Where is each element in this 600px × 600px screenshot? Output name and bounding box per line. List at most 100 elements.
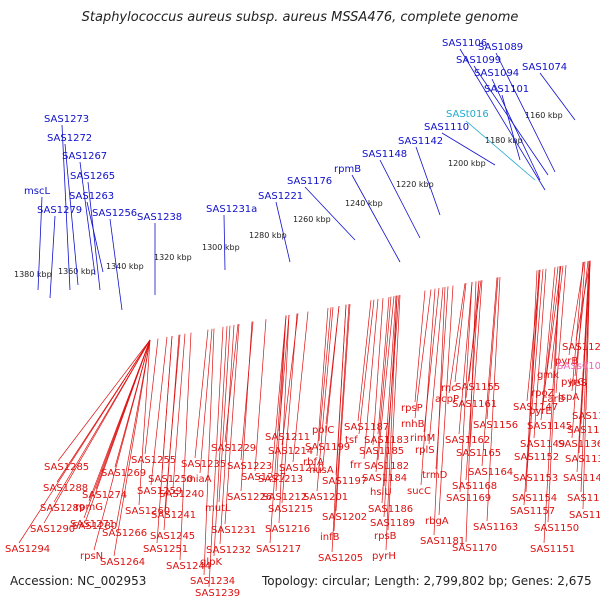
reverse-leader-line — [571, 262, 584, 392]
reverse-gene-label: SAS1215 — [268, 504, 313, 515]
reverse-leader-line — [571, 261, 586, 439]
forward-gene-label: SAS1279 — [37, 205, 82, 216]
reverse-leader-line — [358, 299, 375, 435]
reverse-gene-label: ileS — [569, 378, 587, 389]
reverse-gene-label: SAS1269 — [101, 468, 146, 479]
tick-label: 1160 kbp — [525, 111, 563, 120]
forward-gene-label: SAS1273 — [44, 114, 89, 125]
forward-leader-line — [491, 78, 541, 181]
tick-label: 1300 kbp — [202, 243, 240, 252]
forward-leader-line — [223, 214, 226, 271]
reverse-leader-line — [240, 321, 254, 461]
reverse-gene-label: pyrC — [561, 377, 584, 388]
reverse-leader-line — [331, 304, 347, 553]
reverse-gene-label: SAS1271 — [70, 519, 115, 530]
reverse-gene-label: SAS1146 — [569, 510, 600, 521]
reverse-gene-label: SAS1157 — [510, 506, 555, 517]
reverse-leader-line — [357, 300, 372, 422]
reverse-gene-label: SAS1255 — [131, 455, 176, 466]
reverse-gene-label: SAS1153 — [513, 473, 558, 484]
reverse-leader-line — [218, 325, 231, 503]
topology-label: Topology: circular; Length: 2,799,802 bp… — [262, 574, 592, 588]
reverse-leader-line — [525, 270, 538, 493]
accession-label: Accession: NC_002953 — [10, 574, 147, 588]
reverse-leader-line — [57, 339, 151, 462]
reverse-gene-label: SAS1140 — [563, 473, 600, 484]
reverse-leader-line — [113, 339, 151, 557]
reverse-gene-label: SAS1181 — [420, 536, 465, 547]
reverse-gene-label: SAS1156 — [473, 420, 518, 431]
forward-gene-label: SAS1272 — [47, 133, 92, 144]
reverse-leader-line — [387, 294, 401, 531]
tick-label: 1180 kbp — [485, 136, 523, 145]
forward-gene-label: SAS1231a — [206, 204, 257, 215]
reverse-gene-label: mutL — [205, 503, 231, 514]
reverse-gene-label: SAS1211 — [265, 432, 310, 443]
reverse-leader-line — [163, 334, 180, 531]
reverse-leader-line — [194, 329, 209, 459]
reverse-leader-line — [526, 269, 544, 473]
map-title: Staphylococcus aureus subsp. aureus MSSA… — [81, 10, 519, 25]
reverse-gene-label: SAS1289 — [40, 503, 85, 514]
forward-gene-label: SAS1094 — [474, 68, 519, 79]
reverse-gene-label: rbfA — [303, 457, 324, 468]
reverse-gene-label: SAS1187 — [344, 422, 389, 433]
reverse-gene-label: SAS1212 — [262, 492, 307, 503]
reverse-gene-label: SAS1182 — [364, 461, 409, 472]
reverse-gene-label: SAS1251 — [143, 544, 188, 555]
reverse-leader-line — [372, 298, 384, 446]
reverse-leader-line — [203, 328, 215, 576]
reverse-leader-line — [322, 305, 340, 465]
reverse-leader-line — [269, 315, 287, 544]
reverse-leader-line — [543, 266, 561, 544]
reverse-leader-line — [179, 332, 192, 561]
forward-leader-line — [304, 186, 356, 241]
reverse-leader-line — [414, 290, 426, 403]
reverse-gene-label: SAS1185 — [359, 446, 404, 457]
tick-label: 1280 kbp — [249, 231, 287, 240]
reverse-gene-label: SAS1260 — [125, 506, 170, 517]
reverse-leader-line — [144, 338, 159, 455]
reverse-leader-line — [281, 313, 298, 504]
reverse-gene-label: SAS1136 — [558, 439, 600, 450]
tick-label: 1220 kbp — [396, 180, 434, 189]
reverse-gene-label: SAS1141 — [567, 493, 600, 504]
forward-leader-line — [79, 161, 96, 276]
reverse-leader-line — [85, 339, 151, 521]
reverse-gene-label: gmk — [537, 370, 559, 381]
reverse-leader-line — [381, 295, 397, 504]
reverse-gene-labels: SAS1126pyrBileSpyrCgmklspAcarBrpoZpyrESA… — [5, 342, 600, 599]
reverse-leader-line — [465, 281, 477, 543]
reverse-gene-label: SAS1168 — [452, 481, 497, 492]
reverse-leader-line — [213, 326, 228, 557]
forward-gene-label: SAS1221 — [258, 191, 303, 202]
reverse-gene-label: SAS1294 — [5, 544, 50, 555]
forward-gene-label: SAS1142 — [398, 136, 443, 147]
reverse-gene-label: nusA — [309, 465, 334, 476]
reverse-leader-line — [542, 266, 559, 406]
reverse-leader-line — [533, 268, 547, 439]
reverse-gene-label: SAS1186 — [368, 504, 413, 515]
reverse-gene-label: SAS1150 — [534, 523, 579, 534]
forward-gene-label: rpmB — [334, 164, 361, 175]
reverse-gene-label: pyrH — [372, 551, 396, 562]
forward-gene-label: SAS1265 — [70, 171, 115, 182]
tick-label: 1380 kbp — [14, 270, 52, 279]
reverse-gene-label: SAS1164 — [468, 467, 513, 478]
reverse-gene-label: SAS1165 — [456, 448, 501, 459]
reverse-gene-label: carB — [542, 394, 565, 405]
reverse-gene-label: SAS1214 — [268, 446, 313, 457]
reverse-gene-label: rpsB — [374, 531, 397, 542]
reverse-gene-label: glpK — [200, 557, 222, 568]
reverse-gene-label: frr — [350, 460, 362, 471]
reverse-gene-label: SAS1232 — [206, 545, 251, 556]
forward-leader-line — [37, 196, 43, 291]
reverse-leader-line — [240, 321, 253, 492]
reverse-leader-lines — [18, 260, 591, 588]
reverse-gene-label: SAS1213 — [258, 474, 303, 485]
reverse-leader-line — [433, 286, 446, 536]
forward-leader-line — [501, 94, 521, 161]
forward-leader-line — [415, 146, 441, 216]
reverse-leader-line — [172, 333, 186, 489]
reverse-leader-line — [333, 304, 350, 532]
